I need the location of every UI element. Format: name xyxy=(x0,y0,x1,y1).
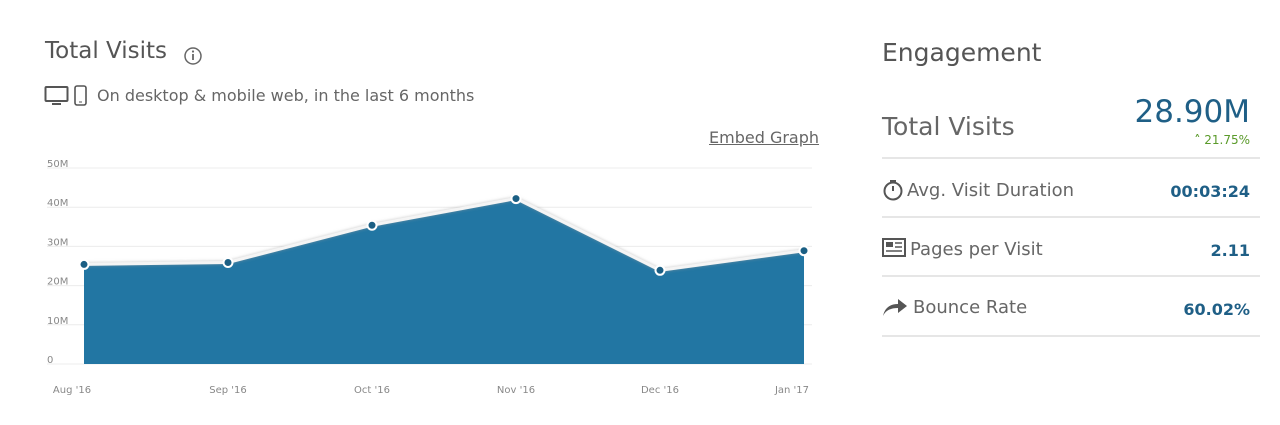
change-value: 21.75% xyxy=(1204,133,1250,147)
y-tick-label: 30M xyxy=(47,237,68,248)
x-tick-label: Aug '16 xyxy=(53,385,91,396)
separator xyxy=(882,216,1260,218)
row-label: Bounce Rate xyxy=(913,297,1028,318)
y-tick-label: 0 xyxy=(47,355,53,366)
embed-link[interactable]: Embed Graph xyxy=(709,128,820,147)
x-tick-label: Nov '16 xyxy=(497,385,535,396)
device-icons xyxy=(44,85,87,106)
total-visits-label: Total Visits xyxy=(882,112,1015,141)
y-tick-label: 40M xyxy=(47,198,68,209)
point xyxy=(366,219,378,231)
total-visits-value: 28.90M xyxy=(1134,94,1251,130)
x-tick-label: Jan '17 xyxy=(774,385,809,396)
line xyxy=(83,197,805,272)
x-tick-label: Oct '16 xyxy=(354,385,390,396)
pages-icon xyxy=(882,238,906,257)
point xyxy=(78,258,90,270)
total-visits-change: ˄ 21.75% xyxy=(1194,133,1250,147)
point xyxy=(510,193,522,205)
timer-icon xyxy=(883,180,903,201)
area xyxy=(84,198,804,364)
bounce-icon xyxy=(883,299,907,316)
row-value: 2.11 xyxy=(1210,241,1250,260)
row-value: 00:03:24 xyxy=(1170,182,1250,201)
subtitle: On desktop & mobile web, in the last 6 m… xyxy=(97,86,475,105)
y-tick-label: 50M xyxy=(47,159,68,170)
separator xyxy=(882,157,1260,159)
info-icon[interactable] xyxy=(183,46,203,66)
separator xyxy=(882,335,1260,337)
x-tick-label: Dec '16 xyxy=(641,385,679,396)
point xyxy=(798,245,810,257)
title: Total Visits xyxy=(45,38,168,64)
y-tick-label: 20M xyxy=(47,277,68,288)
point xyxy=(222,256,234,268)
y-tick-label: 10M xyxy=(47,316,68,327)
row-value: 60.02% xyxy=(1183,300,1250,319)
engagement-title: Engagement xyxy=(882,38,1042,67)
x-tick-label: Sep '16 xyxy=(209,385,247,396)
chart: 0 10M 20M 30M 40M 50M Aug '16 Sep '16 Oct '16 Nov… xyxy=(47,159,812,396)
row-label: Pages per Visit xyxy=(910,239,1043,260)
point xyxy=(654,264,666,276)
separator xyxy=(882,275,1260,277)
row-label: Avg. Visit Duration xyxy=(907,180,1075,201)
